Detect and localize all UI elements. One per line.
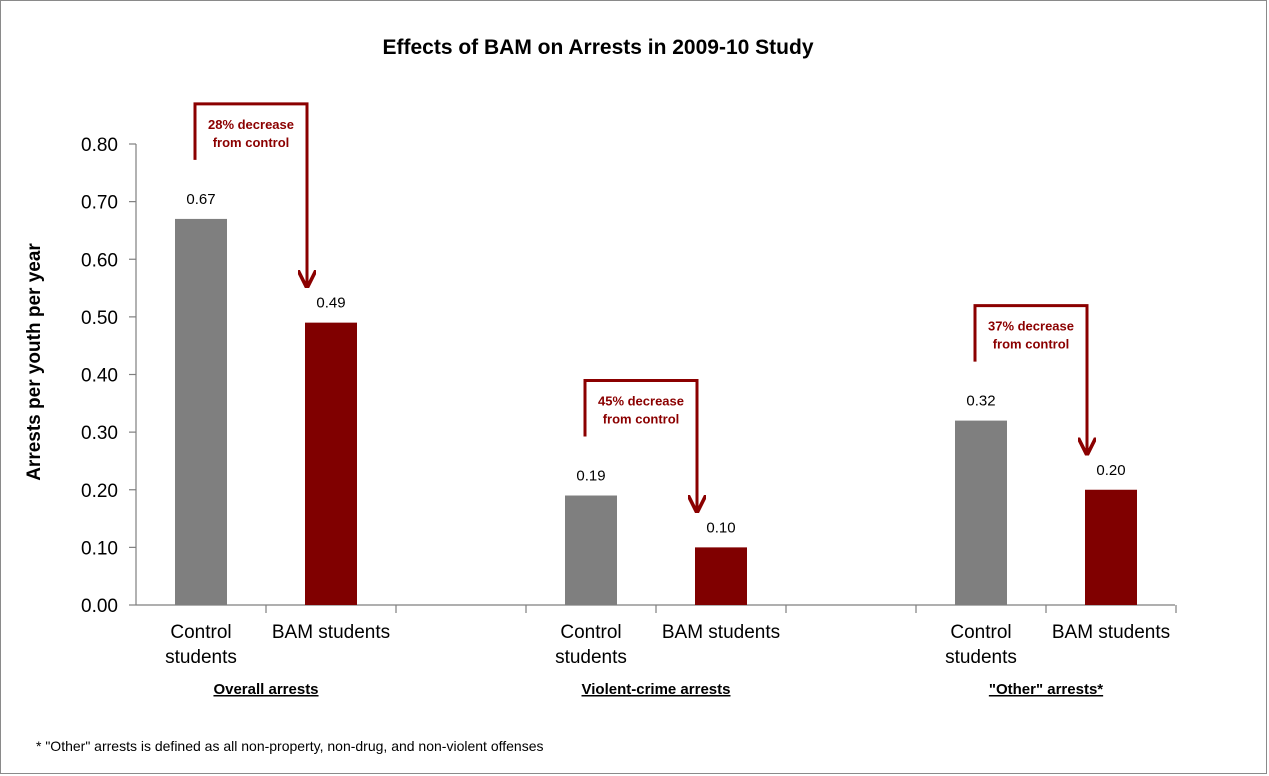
x-tick-label: students: [945, 647, 1017, 668]
decrease-annotation: 28% decrease: [208, 117, 294, 132]
x-tick-label: students: [555, 647, 627, 668]
data-label: 0.20: [1096, 462, 1125, 479]
annotations: 28% decrease from control 45% decrease from…: [193, 102, 1087, 510]
decrease-annotation: 45% decrease: [598, 394, 684, 409]
bar-control-3: [955, 420, 1007, 605]
decrease-arrow: [973, 304, 1087, 452]
decrease-annotation: from control: [993, 337, 1070, 352]
x-tick-label: Control: [950, 622, 1011, 643]
decrease-annotation: 37% decrease: [988, 319, 1074, 334]
decrease-annotation: from control: [213, 135, 290, 150]
x-tick-label: Control: [560, 622, 621, 643]
chart-title: Effects of BAM on Arrests in 2009-10 Stu…: [383, 36, 814, 59]
group-label: "Other" arrests*: [989, 681, 1103, 698]
data-label: 0.67: [186, 191, 215, 208]
decrease-arrow: [193, 102, 307, 285]
bars: 0.67 0.49 0.19 0.10 0.32 0.20: [175, 191, 1137, 605]
group-label: Violent-crime arrests: [582, 681, 731, 698]
group-label: Overall arrests: [213, 681, 318, 698]
y-tick-label: 0.40: [81, 366, 118, 387]
y-tick-label: 0.80: [81, 135, 118, 156]
y-tick-label: 0.10: [81, 538, 118, 559]
x-tick-label: students: [165, 647, 237, 668]
x-axis: Control students BAM students Overall arres…: [136, 604, 1177, 698]
x-tick-label: Control: [170, 622, 231, 643]
decrease-arrow: [583, 379, 697, 510]
y-axis: 0.00 0.10 0.20 0.30 0.40 0.50 0.60 0.70 0.80: [81, 135, 137, 617]
y-tick-label: 0.70: [81, 193, 118, 214]
decrease-annotation: from control: [603, 412, 680, 427]
data-label: 0.19: [576, 468, 605, 485]
y-tick-label: 0.30: [81, 423, 118, 444]
data-label: 0.49: [316, 295, 345, 312]
y-axis-title: Arrests per youth per year: [24, 243, 45, 481]
x-tick-label: BAM students: [1052, 622, 1170, 643]
bar-bam-3: [1085, 489, 1137, 605]
x-tick-label: BAM students: [272, 622, 390, 643]
bar-bam-1: [305, 322, 357, 605]
y-tick-label: 0.00: [81, 596, 118, 617]
y-tick-label: 0.20: [81, 481, 118, 502]
data-label: 0.32: [966, 393, 995, 410]
bar-bam-2: [695, 547, 747, 605]
footnote: * "Other" arrests is defined as all non-…: [36, 738, 544, 754]
data-label: 0.10: [706, 519, 735, 536]
x-tick-label: BAM students: [662, 622, 780, 643]
bar-control-1: [175, 218, 227, 605]
bar-control-2: [565, 495, 617, 605]
y-tick-label: 0.50: [81, 308, 118, 329]
y-tick-label: 0.60: [81, 250, 118, 271]
